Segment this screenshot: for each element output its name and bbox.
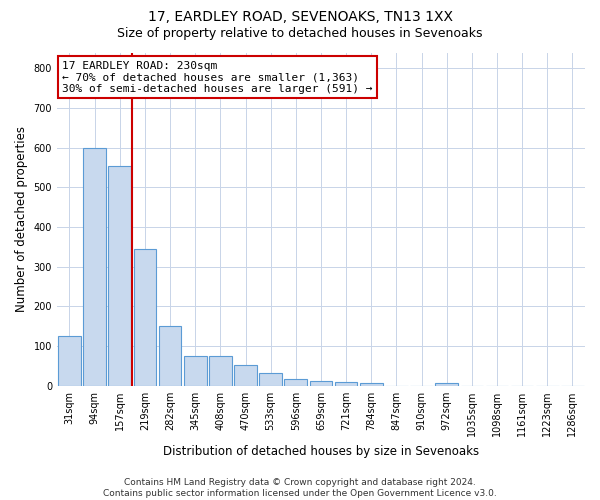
Bar [109, 166, 131, 386]
Bar [209, 356, 232, 386]
Y-axis label: Number of detached properties: Number of detached properties [15, 126, 28, 312]
Bar [360, 383, 383, 386]
Bar [58, 336, 81, 386]
Bar [436, 382, 458, 386]
Bar [259, 373, 282, 386]
X-axis label: Distribution of detached houses by size in Sevenoaks: Distribution of detached houses by size … [163, 444, 479, 458]
Text: Contains HM Land Registry data © Crown copyright and database right 2024.
Contai: Contains HM Land Registry data © Crown c… [103, 478, 497, 498]
Bar [310, 380, 332, 386]
Bar [159, 326, 181, 386]
Text: 17 EARDLEY ROAD: 230sqm
← 70% of detached houses are smaller (1,363)
30% of semi: 17 EARDLEY ROAD: 230sqm ← 70% of detache… [62, 61, 373, 94]
Bar [184, 356, 206, 386]
Bar [83, 148, 106, 386]
Bar [234, 365, 257, 386]
Bar [134, 249, 156, 386]
Bar [335, 382, 358, 386]
Text: 17, EARDLEY ROAD, SEVENOAKS, TN13 1XX: 17, EARDLEY ROAD, SEVENOAKS, TN13 1XX [148, 10, 452, 24]
Text: Size of property relative to detached houses in Sevenoaks: Size of property relative to detached ho… [117, 28, 483, 40]
Bar [284, 379, 307, 386]
